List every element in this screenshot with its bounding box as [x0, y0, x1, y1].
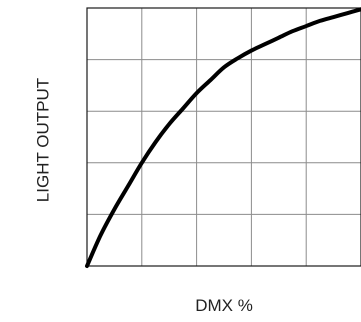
grid: [87, 8, 361, 266]
y-axis-label: LIGHT OUTPUT: [33, 78, 52, 202]
series-line: [85, 7, 361, 268]
x-axis-label: DMX %: [195, 296, 253, 315]
plot-frame: [86, 7, 361, 267]
